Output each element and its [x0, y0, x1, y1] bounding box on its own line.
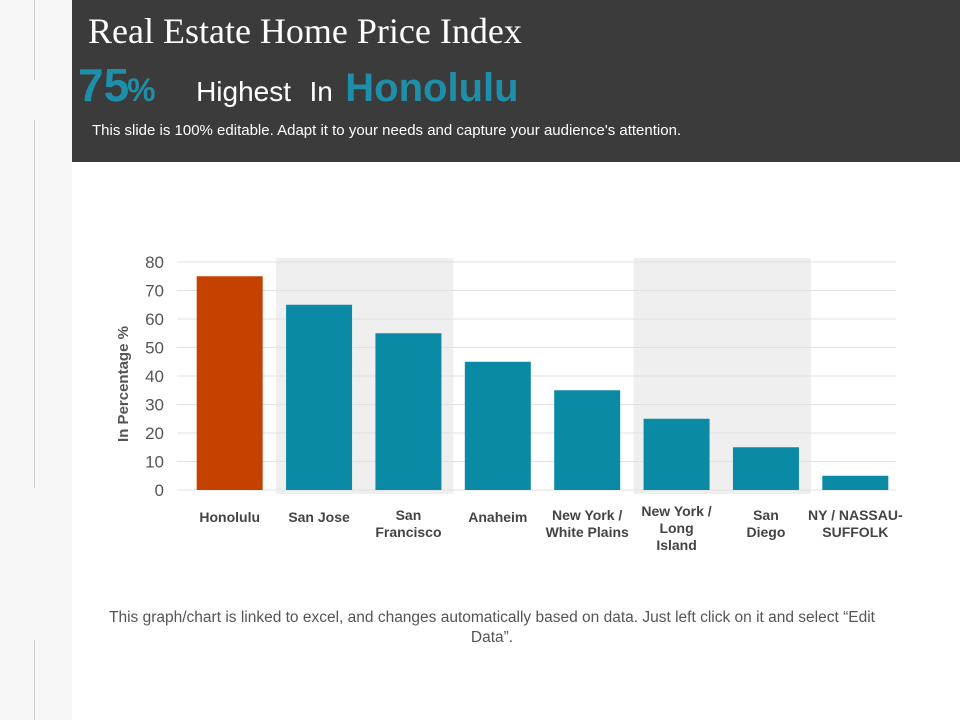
x-tick-label: NY / NASSAU-SUFFOLK [808, 507, 903, 540]
bar-san-diego [732, 447, 799, 490]
y-axis-label: In Percentage % [115, 326, 132, 442]
margin-line [34, 640, 35, 720]
y-tick-label: 70 [145, 282, 164, 301]
bar-honolulu [196, 276, 263, 490]
bar-new-york-long-island [643, 418, 710, 490]
highlight-unit: % [127, 72, 156, 108]
y-tick-label: 20 [145, 424, 164, 443]
y-tick-label: 80 [145, 253, 164, 272]
x-tick-label: San Francisco [375, 507, 441, 540]
x-tick-label: New York / White Plains [546, 507, 629, 540]
x-tick-label: Honolulu [199, 509, 260, 525]
footnote: This graph/chart is linked to excel, and… [109, 609, 875, 646]
highlight-city: Honolulu [345, 66, 519, 110]
margin-line [34, 0, 35, 80]
bar-san-jose [286, 304, 353, 490]
y-tick-label: 60 [145, 310, 164, 329]
highlight-text: Highest [196, 76, 292, 107]
page-title: Real Estate Home Price Index [88, 11, 522, 51]
y-tick-label: 50 [145, 339, 164, 358]
x-tick-label: San Jose [288, 509, 350, 525]
headline: 75% Highest In Honolulu [78, 58, 519, 114]
bar-ny-nassau-suffolk [822, 475, 889, 490]
y-tick-label: 40 [145, 367, 164, 386]
bar-san-francisco [375, 333, 442, 490]
highlight-in: In [309, 76, 333, 107]
x-tick-label: Anaheim [468, 509, 527, 525]
y-tick-label: 10 [145, 453, 164, 472]
x-tick-label: San Diego [746, 507, 785, 540]
left-margin-strip [0, 0, 72, 720]
subtitle: This slide is 100% editable. Adapt it to… [92, 122, 682, 139]
margin-line [34, 120, 35, 488]
y-tick-label: 0 [155, 481, 164, 500]
y-tick-label: 30 [145, 396, 164, 415]
highlight-value: 75 [78, 59, 130, 111]
bar-new-york-white-plains [554, 390, 621, 490]
header-banner: Real Estate Home Price Index 75% Highest… [72, 0, 960, 162]
bar-anaheim [464, 361, 531, 490]
x-tick-label: New York / Long Island [641, 503, 711, 553]
